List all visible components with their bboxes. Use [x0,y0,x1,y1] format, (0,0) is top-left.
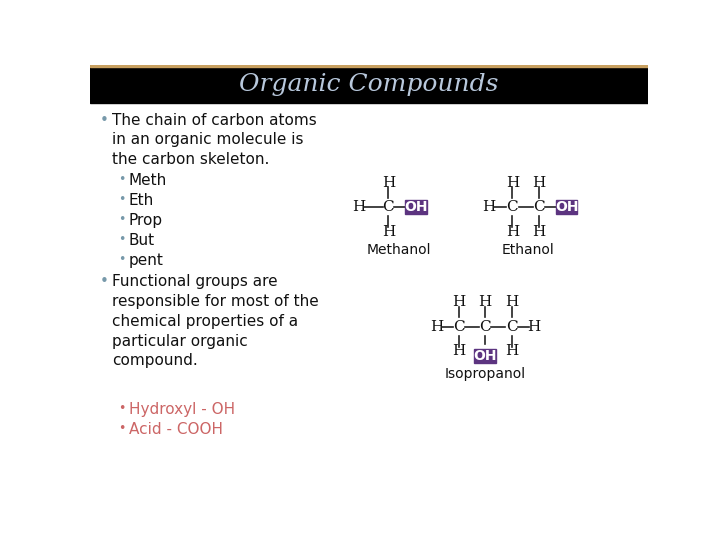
Text: Meth: Meth [129,173,167,187]
Text: H: H [479,295,492,309]
Text: Functional groups are
responsible for most of the
chemical properties of a
parti: Functional groups are responsible for mo… [112,274,318,368]
Text: Eth: Eth [129,193,154,207]
Text: H: H [382,176,395,190]
Text: H: H [431,320,444,334]
Text: C: C [533,200,544,214]
Text: •: • [118,402,125,415]
Text: H: H [452,344,466,358]
Text: C: C [382,200,394,214]
Text: •: • [118,193,125,206]
Text: H: H [526,320,540,334]
Text: OH: OH [555,200,578,214]
Text: The chain of carbon atoms
in an organic molecule is
the carbon skeleton.: The chain of carbon atoms in an organic … [112,112,317,167]
Text: •: • [118,173,125,186]
Bar [556,200,577,214]
Text: Isopropanol: Isopropanol [445,367,526,381]
Text: H: H [505,176,519,190]
Text: •: • [99,112,108,127]
Text: •: • [118,422,125,435]
Text: H: H [452,295,466,309]
Bar [474,349,496,363]
Text: Hydroxyl - OH: Hydroxyl - OH [129,402,235,417]
Text: •: • [99,274,108,289]
Text: C: C [507,200,518,214]
Text: Ethanol: Ethanol [502,242,554,256]
Text: Methanol: Methanol [367,242,431,256]
Text: H: H [505,225,519,239]
Text: C: C [453,320,464,334]
Bar [90,65,648,103]
Text: OH: OH [405,200,428,214]
Text: Organic Compounds: Organic Compounds [239,73,499,96]
Text: pent: pent [129,253,163,268]
Text: OH: OH [474,349,497,363]
Bar [90,65,648,67]
Text: H: H [352,200,366,214]
Text: H: H [382,225,395,239]
Text: H: H [482,200,496,214]
Text: Acid - COOH: Acid - COOH [129,422,222,437]
Bar [405,200,427,214]
Text: H: H [532,225,545,239]
Text: C: C [480,320,491,334]
Text: H: H [532,176,545,190]
Text: H: H [505,295,518,309]
Text: H: H [505,344,518,358]
Text: •: • [118,253,125,266]
Text: Prop: Prop [129,213,163,228]
Text: C: C [505,320,518,334]
Text: •: • [118,213,125,226]
Text: But: But [129,233,155,248]
Text: •: • [118,233,125,246]
